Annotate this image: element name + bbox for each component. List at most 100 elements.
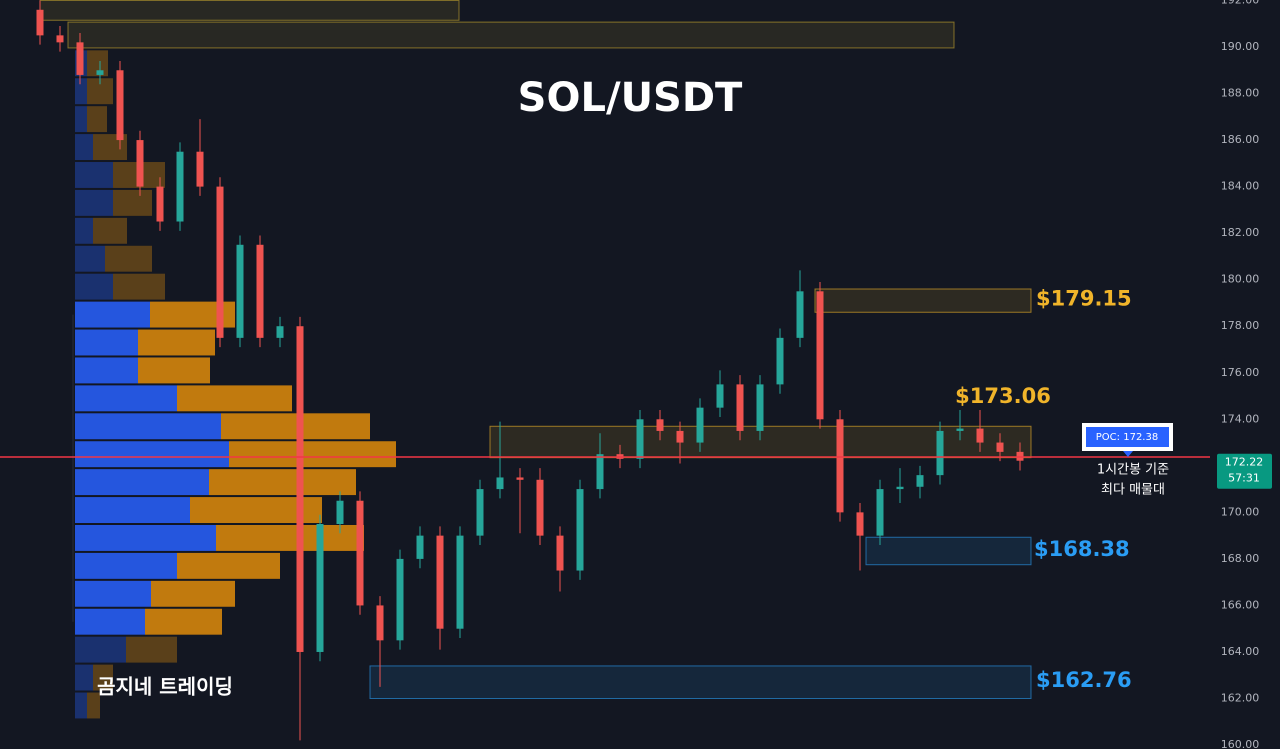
profile-buy	[75, 385, 177, 412]
watermark: 곰지네 트레이딩	[97, 675, 233, 699]
profile-sell	[93, 217, 127, 244]
price-zone	[369, 665, 1032, 700]
y-tick-label: 166.00	[1221, 598, 1260, 611]
zone-label: $179.15	[1036, 286, 1132, 310]
candle-body	[496, 477, 504, 490]
candle-body	[396, 558, 404, 641]
profile-sell	[87, 692, 100, 719]
y-tick-label: 182.00	[1221, 226, 1260, 239]
profile-buy	[75, 162, 113, 188]
y-tick-label: 178.00	[1221, 319, 1260, 332]
y-tick-label: 174.00	[1221, 412, 1260, 425]
price-zone	[39, 0, 460, 21]
candle-body	[596, 454, 604, 490]
profile-sell	[138, 329, 215, 356]
profile-sell	[221, 413, 370, 440]
candle-body	[336, 500, 344, 524]
y-tick-label: 190.00	[1221, 40, 1260, 53]
candle-body	[956, 428, 964, 431]
candle-body	[916, 475, 924, 487]
candle-body	[556, 535, 564, 571]
profile-sell	[113, 189, 152, 216]
candle-body	[636, 419, 644, 459]
price-axis	[1210, 0, 1280, 749]
price-zone	[814, 288, 1032, 313]
candle-body	[536, 479, 544, 536]
candle-body	[356, 500, 364, 606]
y-tick-label: 186.00	[1221, 133, 1260, 146]
profile-buy	[75, 106, 87, 133]
candle-body	[796, 291, 804, 338]
candle-body	[296, 326, 304, 652]
poc-pointer	[1123, 451, 1133, 457]
zone-label: $168.38	[1034, 537, 1130, 561]
candle-body	[156, 186, 164, 222]
profile-buy	[75, 692, 87, 719]
profile-buy	[75, 664, 93, 691]
candle-body	[256, 244, 264, 338]
candle-body	[216, 186, 224, 338]
candle-body	[316, 523, 324, 652]
y-tick-label: 192.00	[1221, 0, 1260, 6]
candle-body	[236, 244, 244, 338]
profile-sell	[87, 50, 108, 77]
price-tag	[1217, 453, 1272, 489]
zones	[39, 0, 1032, 700]
profile-buy	[75, 413, 221, 440]
profile-sell	[216, 524, 364, 551]
candle-body	[416, 535, 424, 559]
price-tag-countdown: 57:31	[1228, 472, 1260, 485]
y-tick-label: 162.00	[1221, 692, 1260, 705]
profile-sell	[93, 664, 113, 691]
y-tick-label: 180.00	[1221, 273, 1260, 286]
profile-buy	[75, 469, 209, 496]
profile-buy	[75, 301, 150, 328]
profile-buy	[75, 608, 145, 635]
profile-buy	[75, 580, 151, 607]
candle-body	[436, 535, 444, 629]
chart-title: SOL/USDT	[518, 75, 743, 121]
candle-body	[56, 35, 64, 43]
price-zone	[865, 536, 1032, 566]
profile-sell	[145, 608, 222, 635]
profile-buy	[75, 524, 216, 551]
profile-buy	[75, 189, 113, 216]
candle-body	[676, 430, 684, 443]
candle-body	[516, 477, 524, 480]
profile-sell	[87, 106, 107, 133]
candle-body	[576, 489, 584, 571]
y-tick-label: 176.00	[1221, 366, 1260, 379]
poc-label: POC: 172.38	[1096, 432, 1158, 443]
poc-note: 최다 매물대	[1101, 483, 1165, 498]
candle-body	[696, 407, 704, 443]
candle-body	[716, 384, 724, 408]
price-tag-value: 172.22	[1225, 456, 1264, 469]
poc-note: 1시간봉 기준	[1097, 463, 1169, 478]
zone-label: $162.76	[1036, 668, 1132, 692]
zone-label: $173.06	[955, 384, 1051, 408]
profile-buy	[75, 273, 113, 300]
candle-body	[836, 419, 844, 513]
candle-body	[136, 140, 144, 187]
y-tick-label: 160.00	[1221, 738, 1260, 749]
profile-buy	[75, 497, 190, 523]
candle-body	[76, 42, 84, 75]
overlay: $179.15 $173.06 $168.38 $162.76 POC: 172.38 1…	[0, 286, 1210, 692]
candle-body	[936, 430, 944, 476]
candle-body	[996, 442, 1004, 452]
candle-body	[876, 489, 884, 536]
candles	[36, 0, 1024, 741]
profile-sell	[126, 636, 177, 663]
poc-box	[1086, 427, 1169, 447]
y-tick-label: 170.00	[1221, 505, 1260, 518]
profile-buy	[75, 134, 93, 161]
candle-body	[976, 428, 984, 443]
candle-body	[816, 291, 824, 420]
profile-buy	[75, 357, 138, 384]
profile-buy	[75, 245, 105, 272]
candle-body	[376, 605, 384, 641]
profile-buy	[75, 329, 138, 356]
y-tick-label: 188.00	[1221, 87, 1260, 100]
